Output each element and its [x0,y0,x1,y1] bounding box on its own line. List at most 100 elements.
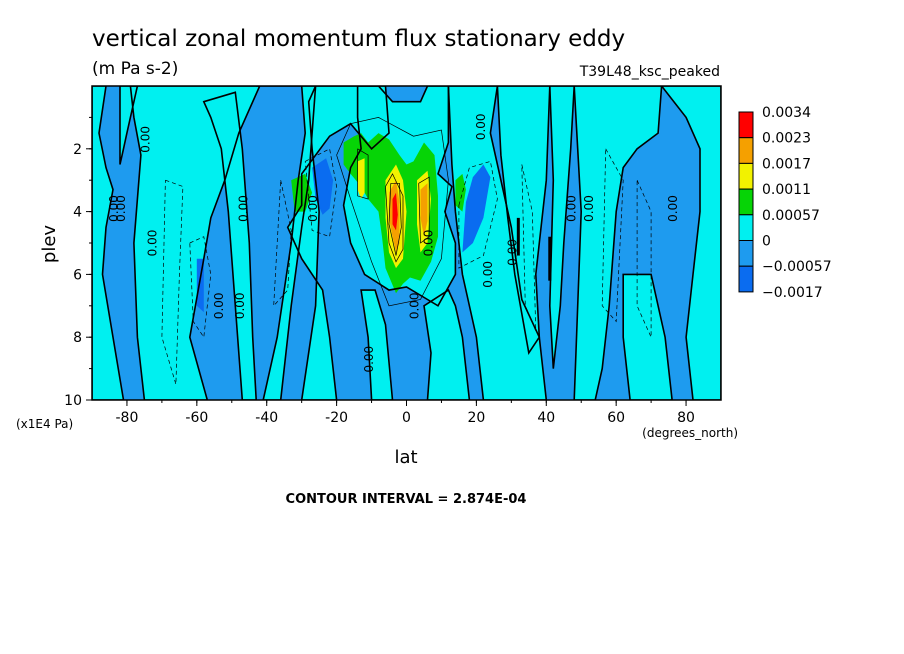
chart-title: vertical zonal momentum flux stationary … [92,26,625,52]
zero-label-4: 0.00 [212,292,226,319]
region-cyan-11 [549,86,575,369]
zero-label-text: 0.00 [362,346,376,373]
region-cyan-5 [287,86,389,400]
zero-contour-labels: 0.000.000.000.00 0.000.00 0.000.000.000.00… [107,113,680,373]
zero-label-15: 0.00 [582,195,596,222]
zero-label-text: 0.00 [145,230,159,257]
zero-label-14: 0.00 [565,195,579,222]
contour-zero-6 [342,86,457,307]
contour-negative-4 [458,160,498,269]
legend-swatch-6 [738,265,754,293]
zero-label-text: 0.00 [422,230,436,257]
zero-label-text: 0.00 [481,261,495,288]
zero-label-text: 0.00 [233,292,247,319]
legend-swatch-4 [738,214,754,242]
contour-zero-7 [360,289,394,400]
x-tick-label-2: -40 [255,410,278,426]
legend-level-7: −0.0017 [762,285,823,301]
region-green-2 [455,173,466,212]
contour-zero-0 [92,86,125,400]
zero-label-9: 0.00 [408,292,422,319]
zero-label-text: 0.00 [114,195,128,222]
contour-positive-2 [418,176,430,244]
contour-zero-9 [447,86,548,400]
legend-swatch-5 [738,240,754,267]
y-axis-ticks: 2 4 6 8 10 [64,116,92,409]
zero-label-12: 0.00 [481,261,495,288]
run-label: T39L48_ksc_peaked [579,64,720,80]
region-min-1 [462,164,491,253]
region-orange-1 [420,183,428,237]
contour-zero-3 [202,91,258,400]
color-legend: 0.0034 0.0023 0.0017 0.0011 0.00057 0 −0.00057… [738,105,832,301]
x-tick-label-7: 60 [607,410,625,426]
region-cyan-13 [623,274,673,400]
zero-label-0: 0.00 [107,195,121,222]
zero-label-text: 0.00 [565,195,579,222]
zero-label-text: 0.00 [107,195,121,222]
legend-swatch-0 [738,111,754,139]
y-axis-label: plev [39,225,60,264]
zero-label-text: 0.00 [408,292,422,319]
x-tick-label-0: -80 [116,410,139,426]
x-axis-unit: (degrees_north) [642,426,738,440]
contour-negative-5 [521,164,537,332]
zero-label-text: 0.00 [666,195,680,222]
x-tick-label-8: 80 [677,410,695,426]
region-red-0 [392,192,398,231]
zero-label-text: 0.00 [582,195,596,222]
zero-label-5: 0.00 [233,292,247,319]
legend-level-1: 0.0023 [762,131,811,147]
contour-zero-11 [548,86,576,369]
contour-zero-2 [129,86,261,400]
contour-zero-4 [256,86,317,400]
legend-swatch-3 [738,188,754,216]
zero-label-7: 0.00 [306,195,320,222]
region-cyan-8 [424,290,470,400]
zero-label-8: 0.00 [362,346,376,373]
contour-interval: CONTOUR INTERVAL = 2.874E-04 [286,492,527,507]
contour-zero-14 [660,86,721,400]
contour-zero-1 [119,86,139,165]
contour-negative-0 [189,236,212,339]
zero-label-text: 0.00 [474,113,488,140]
zero-label-text: 0.00 [138,126,152,153]
legend-level-5: 0 [762,234,771,250]
contour-zero-5 [286,86,390,400]
contour-positive-4 [336,117,449,307]
x-tick-label-6: 40 [537,410,555,426]
zero-label-3: 0.00 [145,230,159,257]
region-cyan-0 [92,86,124,400]
contour-negative-6 [601,148,624,323]
zero-label-6: 0.00 [236,195,250,222]
zero-label-16: 0.00 [666,195,680,222]
legend-level-0: 0.0034 [762,105,811,121]
x-tick-label-4: 0 [402,410,411,426]
x-axis-label: lat [394,447,417,468]
contour-zero-8 [423,288,471,400]
chart-units: (m Pa s-2) [92,59,178,79]
contour-negative-1 [161,179,184,385]
region-cyan-10 [497,86,550,353]
zero-label-1: 0.00 [114,195,128,222]
contour-zero-10 [496,86,551,355]
zero-label-11: 0.00 [474,113,488,140]
region-cyan-9 [448,86,547,400]
x-tick-label-3: -20 [325,410,348,426]
zero-label-text: 0.00 [236,195,250,222]
y-tick-label-0: 2 [73,142,82,158]
y-tick-label-1: 4 [73,205,82,221]
x-tick-label-5: 20 [467,410,485,426]
zero-label-text: 0.00 [212,292,226,319]
y-tick-label-2: 6 [73,267,82,283]
region-yellow-0 [357,158,365,199]
contour-positive-0 [385,173,404,263]
zero-label-13: 0.00 [505,239,519,266]
zero-label-text: 0.00 [505,239,519,266]
legend-level-3: 0.0011 [762,182,811,198]
y-tick-label-4: 10 [64,393,82,409]
contour-zero-12 [573,86,663,400]
x-axis-ticks: -80 -60 -40 -20 0 20 40 60 80 [116,400,695,426]
contour-field [92,86,721,400]
